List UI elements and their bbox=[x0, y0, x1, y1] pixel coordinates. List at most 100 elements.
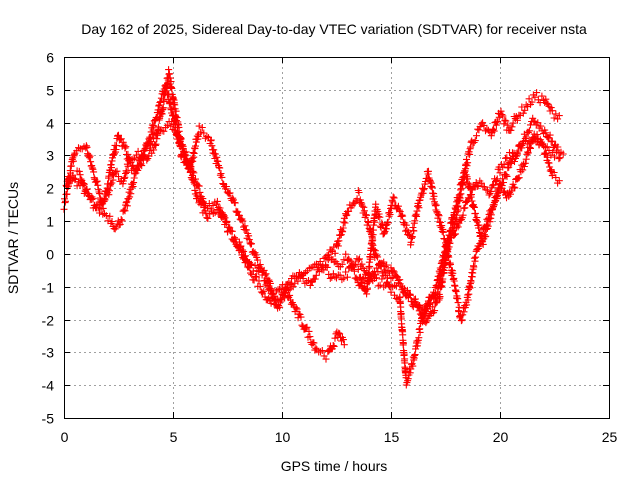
data-point bbox=[124, 150, 132, 158]
data-point bbox=[555, 149, 563, 157]
data-point bbox=[470, 203, 478, 211]
data-point bbox=[86, 152, 94, 160]
data-point bbox=[216, 164, 224, 172]
data-point bbox=[475, 126, 483, 134]
data-point bbox=[466, 185, 474, 192]
data-point bbox=[504, 164, 512, 172]
data-point bbox=[85, 191, 92, 199]
data-point bbox=[432, 201, 440, 209]
data-point bbox=[509, 180, 517, 188]
y-tick-label: 4 bbox=[46, 116, 54, 132]
data-point bbox=[520, 163, 528, 170]
data-point bbox=[127, 190, 135, 198]
data-point bbox=[310, 339, 318, 347]
data-point bbox=[519, 166, 527, 174]
data-point bbox=[312, 271, 320, 279]
data-point bbox=[245, 232, 253, 240]
data-point bbox=[525, 95, 533, 103]
data-point bbox=[104, 180, 112, 188]
data-point bbox=[197, 128, 205, 136]
data-point bbox=[225, 190, 233, 198]
data-point bbox=[384, 274, 391, 282]
data-point bbox=[87, 158, 95, 166]
data-point bbox=[377, 262, 385, 270]
data-point bbox=[322, 261, 330, 269]
data-point bbox=[457, 317, 465, 325]
data-point bbox=[259, 289, 267, 297]
data-point bbox=[544, 153, 552, 161]
data-point bbox=[363, 290, 371, 298]
data-point bbox=[108, 179, 116, 187]
data-point bbox=[484, 214, 492, 222]
data-point bbox=[283, 287, 291, 294]
data-point bbox=[263, 276, 271, 284]
data-point bbox=[453, 216, 461, 224]
data-point bbox=[409, 233, 416, 241]
x-tick-label: 5 bbox=[170, 429, 178, 445]
data-point bbox=[464, 296, 472, 304]
data-point bbox=[93, 177, 101, 185]
data-point bbox=[470, 203, 478, 211]
data-point bbox=[459, 311, 467, 319]
data-point bbox=[398, 211, 406, 219]
y-tick-label: 5 bbox=[46, 83, 54, 99]
data-point bbox=[179, 145, 187, 153]
data-point bbox=[318, 347, 326, 354]
data-point bbox=[529, 114, 537, 122]
data-point bbox=[118, 217, 126, 225]
data-point bbox=[515, 174, 523, 182]
data-point bbox=[97, 205, 105, 213]
data-point bbox=[452, 288, 460, 296]
series-track-b bbox=[62, 82, 563, 327]
data-point bbox=[165, 70, 173, 78]
data-point bbox=[227, 227, 235, 235]
data-point bbox=[448, 225, 456, 233]
data-point bbox=[494, 190, 502, 198]
data-point bbox=[355, 189, 363, 196]
data-point bbox=[69, 171, 77, 179]
data-point bbox=[483, 215, 491, 223]
data-point bbox=[487, 188, 495, 196]
data-point bbox=[423, 305, 430, 313]
data-point bbox=[218, 209, 226, 217]
data-point bbox=[366, 263, 374, 270]
data-point bbox=[354, 265, 362, 273]
data-point bbox=[501, 116, 509, 124]
data-point bbox=[502, 171, 510, 179]
data-point bbox=[377, 223, 385, 231]
data-point bbox=[226, 189, 234, 197]
data-point bbox=[449, 269, 457, 277]
data-point bbox=[260, 287, 268, 295]
data-point bbox=[165, 90, 173, 98]
data-point bbox=[170, 112, 177, 120]
data-point bbox=[547, 104, 555, 112]
data-point bbox=[421, 306, 429, 314]
data-point bbox=[397, 303, 405, 311]
data-point bbox=[507, 126, 515, 134]
data-point bbox=[245, 236, 253, 244]
data-point bbox=[439, 228, 447, 236]
chart-title: Day 162 of 2025, Sidereal Day-to-day VTE… bbox=[81, 21, 587, 37]
data-point bbox=[337, 231, 345, 239]
data-point bbox=[475, 221, 483, 229]
data-point bbox=[150, 146, 158, 154]
data-point bbox=[432, 291, 439, 299]
data-point bbox=[490, 201, 498, 209]
data-point bbox=[326, 254, 334, 262]
data-point bbox=[357, 199, 365, 206]
data-point bbox=[89, 195, 97, 203]
data-point bbox=[527, 139, 535, 147]
data-point bbox=[108, 164, 115, 172]
data-point bbox=[464, 159, 472, 167]
data-point bbox=[142, 144, 150, 152]
data-point bbox=[92, 204, 100, 212]
data-point bbox=[353, 195, 361, 203]
data-point bbox=[471, 209, 479, 217]
data-point bbox=[340, 274, 348, 282]
data-point bbox=[480, 183, 488, 191]
data-point bbox=[153, 113, 161, 121]
data-point bbox=[454, 299, 462, 307]
data-point bbox=[499, 112, 507, 120]
data-point bbox=[214, 158, 222, 165]
data-point bbox=[168, 85, 176, 92]
